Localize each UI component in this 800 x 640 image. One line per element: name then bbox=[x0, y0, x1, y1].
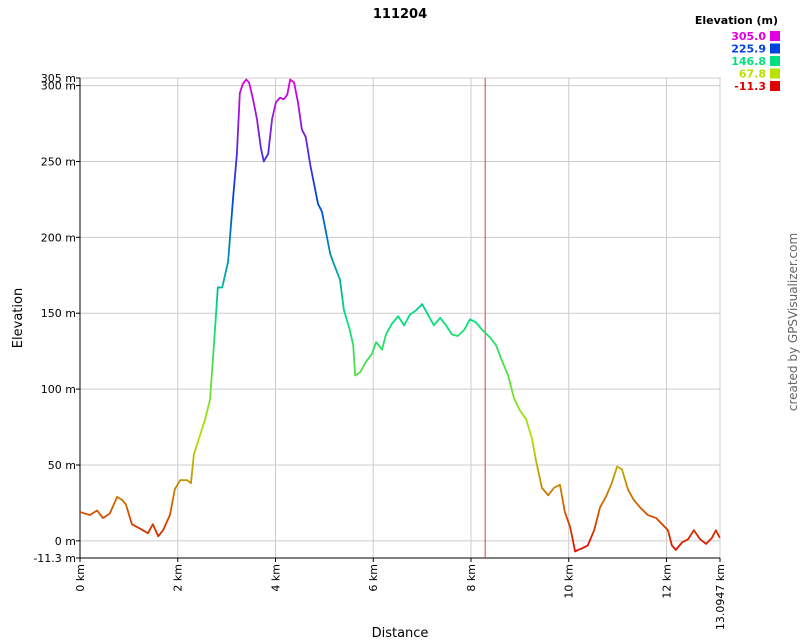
x-tick-label: 2 km bbox=[172, 564, 185, 592]
legend-swatch bbox=[770, 56, 780, 66]
x-tick-label: 4 km bbox=[269, 564, 282, 592]
legend-label: 225.9 bbox=[731, 43, 766, 56]
legend-label: 305.0 bbox=[731, 30, 766, 43]
y-tick-label: 305 m bbox=[41, 72, 76, 85]
legend-label: 146.8 bbox=[731, 55, 766, 68]
y-axis-title: Elevation bbox=[11, 288, 26, 348]
y-tick-label: 150 m bbox=[41, 307, 76, 320]
y-tick-label: 200 m bbox=[41, 231, 76, 244]
chart-title: 111204 bbox=[373, 7, 427, 22]
y-tick-label: 300 m bbox=[41, 80, 76, 93]
y-tick-label: -11.3 m bbox=[33, 552, 76, 565]
y-tick-label: 0 m bbox=[55, 535, 76, 548]
x-tick-label: 6 km bbox=[367, 564, 380, 592]
legend-swatch bbox=[770, 43, 780, 54]
y-tick-label: 100 m bbox=[41, 383, 76, 396]
legend-swatch bbox=[770, 81, 780, 91]
x-tick-label: 12 km bbox=[660, 564, 673, 599]
legend-label: 67.8 bbox=[739, 68, 766, 81]
x-tick-label: 10 km bbox=[563, 564, 576, 599]
credit: created by GPSVisualizer.com bbox=[786, 233, 800, 411]
legend-title: Elevation (m) bbox=[695, 14, 778, 27]
legend-swatch bbox=[770, 68, 780, 79]
y-tick-label: 250 m bbox=[41, 155, 76, 168]
legend-label: -11.3 bbox=[734, 80, 766, 93]
elevation-line bbox=[79, 78, 721, 553]
legend-swatch bbox=[770, 31, 780, 41]
x-axis-title: Distance bbox=[372, 626, 429, 640]
x-tick-label: 13.0947 km bbox=[714, 564, 727, 630]
x-tick-label: 8 km bbox=[465, 564, 478, 592]
x-tick-label: 0 km bbox=[74, 564, 87, 592]
y-tick-label: 50 m bbox=[48, 459, 76, 472]
